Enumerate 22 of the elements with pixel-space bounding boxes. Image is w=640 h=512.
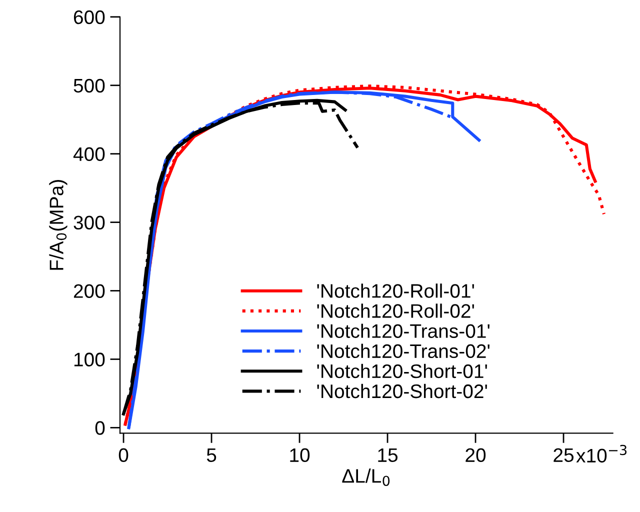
x-tick-label: 10 [290, 448, 310, 462]
y-tick-label: 300 [74, 216, 105, 230]
y-tick-label: 600 [74, 10, 105, 24]
x-tick-label: 20 [466, 448, 486, 462]
x-tick-label: 15 [378, 448, 398, 462]
legend-label: 'Notch120-Trans-02' [317, 344, 490, 358]
legend-label: 'Notch120-Short-02' [317, 384, 487, 398]
y-tick-label: 500 [74, 78, 105, 93]
x-tick-label: 0 [118, 448, 128, 462]
text: x10$^{−3}$ [576, 444, 627, 463]
y-tick-label: 100 [74, 352, 105, 366]
y-tick-label: 200 [74, 284, 105, 298]
x-tick-label: 5 [206, 448, 216, 462]
legend-label: 'Notch120-Short-01' [317, 364, 487, 378]
y-axis-title: F/A$_{0}$(MPa) [49, 180, 68, 270]
x-axis-title: ΔL/L$_{0}$ [342, 468, 390, 486]
legend-label: 'Notch120-Roll-02' [317, 304, 474, 318]
legend-label: 'Notch120-Trans-01' [317, 324, 490, 338]
x-tick-label: 25 [554, 448, 574, 462]
y-tick-label: 400 [73, 147, 105, 162]
legend-label: 'Notch120-Roll-01' [317, 284, 474, 298]
y-tick-label: 0 [95, 421, 105, 435]
